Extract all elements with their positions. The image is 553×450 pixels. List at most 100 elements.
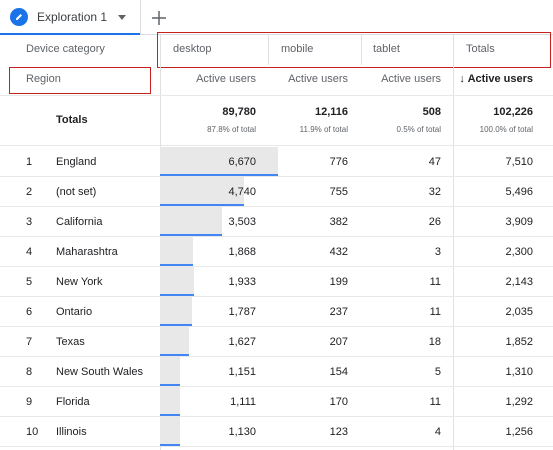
region-name: Ontario [56,306,93,318]
desktop-bar-indicator [160,234,222,236]
table-row[interactable]: 2 (not set) 4,740 755 32 5,496 [0,177,553,207]
table-row[interactable]: 9 Florida 1,111 170 11 1,292 [0,387,553,417]
total-mobile: 12,116 [314,106,348,118]
column-header-totals[interactable]: Totals [466,43,495,55]
tablet-value: 32 [428,186,441,198]
table-row[interactable]: 8 New South Wales 1,151 154 5 1,310 [0,357,553,387]
desktop-bar [160,297,192,326]
row-divider [0,266,553,267]
total-value: 1,256 [505,426,533,438]
tab-exploration-1[interactable]: Exploration 1 [0,0,141,35]
tablet-value: 11 [429,396,441,408]
desktop-bar [160,417,180,446]
row-number: 9 [26,396,33,408]
table-row[interactable]: 7 Texas 1,627 207 18 1,852 [0,327,553,357]
table-row[interactable]: 6 Ontario 1,787 237 11 2,035 [0,297,553,327]
metric-header-tablet[interactable]: Active users [381,73,441,85]
table-row[interactable]: 10 Illinois 1,130 123 4 1,256 [0,417,553,447]
desktop-value: 1,868 [228,246,256,258]
desktop-bar [160,267,194,296]
mobile-value: 154 [329,366,348,378]
mobile-value: 199 [329,276,348,288]
desktop-bar [160,387,180,416]
total-tablet-pct: 0.5% of total [396,125,441,134]
region-name: New South Wales [56,366,144,378]
table-row[interactable]: 4 Maharashtra 1,868 432 3 2,300 [0,237,553,267]
desktop-bar-indicator [160,384,180,386]
totals-row-label: Totals [56,114,88,126]
desktop-value: 1,130 [228,426,256,438]
mobile-value: 170 [329,396,348,408]
caret-down-icon[interactable] [118,15,126,20]
metric-header-mobile[interactable]: Active users [288,73,348,85]
totals-divider [0,145,553,146]
mobile-value: 237 [329,306,348,318]
table-row[interactable]: 5 New York 1,933 199 11 2,143 [0,267,553,297]
desktop-bar-indicator [160,354,189,356]
tablet-value: 5 [434,366,441,378]
table-row[interactable]: 1 England 6,670 776 47 7,510 [0,147,553,177]
desktop-value: 1,151 [228,366,256,378]
region-name: New York [56,276,103,288]
region-dimension-box[interactable] [9,67,151,94]
desktop-bar-indicator [160,294,194,296]
desktop-bar [160,177,244,206]
tablet-value: 4 [434,426,441,438]
total-value: 3,909 [505,216,533,228]
total-value: 2,300 [505,246,533,258]
metric-header-totals-sorted[interactable]: ↓ Active users [459,73,533,85]
table-row[interactable]: 3 California 3,503 382 26 3,909 [0,207,553,237]
total-totals: 102,226 [493,106,533,118]
mobile-value: 432 [329,246,348,258]
tablet-value: 3 [434,246,441,258]
pencil-icon [10,8,28,26]
desktop-bar [160,327,189,356]
desktop-bar [160,237,193,266]
region-name: California [56,216,103,228]
row-divider [0,446,553,447]
desktop-bar-indicator [160,204,244,206]
total-tablet: 508 [422,106,441,118]
column-header-tablet[interactable]: tablet [373,43,400,55]
region-name: Florida [56,396,90,408]
tab-divider [141,34,553,35]
tablet-value: 11 [429,276,441,288]
desktop-bar-indicator [160,324,192,326]
column-header-mobile[interactable]: mobile [281,43,314,55]
column-header-desktop[interactable]: desktop [173,43,212,55]
total-value: 2,143 [505,276,533,288]
region-name: Illinois [56,426,87,438]
mobile-value: 382 [329,216,348,228]
desktop-bar [160,357,180,386]
col-divider [361,35,362,65]
row-number: 3 [26,216,33,228]
col-divider [268,35,269,65]
total-desktop: 89,780 [222,106,256,118]
row-number: 5 [26,276,33,288]
total-value: 2,035 [505,306,533,318]
row-number: 6 [26,306,33,318]
row-divider [0,206,553,207]
column-dimension-label[interactable]: Device category [26,43,105,55]
tablet-value: 26 [428,216,441,228]
desktop-bar-indicator [160,444,180,446]
row-divider [0,356,553,357]
region-name: (not set) [56,186,97,198]
total-value: 1,292 [505,396,533,408]
tab-title: Exploration 1 [37,10,108,24]
total-value: 1,310 [505,366,533,378]
mobile-value: 207 [329,336,348,348]
row-number: 7 [26,336,33,348]
add-tab-button[interactable] [146,5,172,31]
col-divider [453,35,454,450]
mobile-value: 755 [329,186,348,198]
total-desktop-pct: 87.8% of total [207,125,256,134]
row-divider [0,236,553,237]
desktop-value: 3,503 [228,216,256,228]
row-divider [0,326,553,327]
total-value: 5,496 [505,186,533,198]
row-number: 4 [26,246,33,258]
metric-header-desktop[interactable]: Active users [196,73,256,85]
column-values-box [157,32,551,68]
tablet-value: 11 [429,306,441,318]
